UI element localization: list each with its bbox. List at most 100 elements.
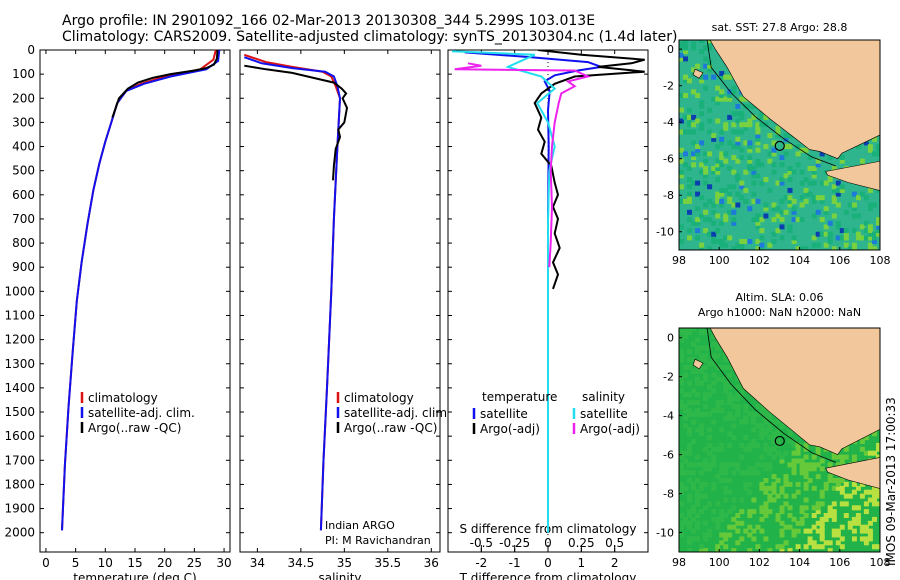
map-pixel bbox=[711, 481, 717, 487]
map-pixel bbox=[679, 481, 684, 487]
map-pixel bbox=[703, 357, 709, 363]
map-pixel bbox=[807, 191, 813, 197]
x-tick-label: 34.5 bbox=[288, 556, 315, 570]
y-tick-label: 1900 bbox=[4, 502, 35, 516]
map-pixel bbox=[703, 158, 709, 164]
map-pixel bbox=[843, 501, 849, 507]
map-pixel bbox=[683, 485, 688, 491]
map-pixel bbox=[839, 158, 845, 164]
map-pixel bbox=[803, 497, 809, 503]
map-pixel bbox=[691, 368, 697, 374]
map-pixel bbox=[831, 513, 837, 518]
map-pixel bbox=[719, 462, 725, 468]
map-pixel bbox=[707, 40, 713, 44]
map-pixel bbox=[683, 49, 688, 55]
map-pixel bbox=[851, 528, 857, 534]
map-pixel bbox=[755, 462, 761, 468]
map-pixel bbox=[739, 246, 745, 250]
map-pixel bbox=[815, 158, 821, 164]
map-x-tick-label: 106 bbox=[829, 556, 850, 569]
map-pixel bbox=[787, 224, 793, 230]
map-pixel bbox=[715, 177, 721, 182]
map-pixel bbox=[827, 509, 833, 515]
map-pixel bbox=[827, 505, 833, 511]
map-content bbox=[679, 40, 880, 250]
map-pixel bbox=[819, 544, 825, 550]
map-pixel bbox=[691, 419, 697, 425]
map-pixel bbox=[715, 524, 721, 530]
map-pixel bbox=[831, 454, 837, 460]
map-pixel bbox=[715, 345, 721, 351]
map-pixel bbox=[819, 217, 825, 223]
map-pixel bbox=[807, 466, 813, 472]
map-pixel bbox=[815, 520, 821, 526]
map-pixel bbox=[759, 528, 765, 534]
map-pixel bbox=[703, 536, 709, 542]
map-pixel bbox=[707, 231, 713, 237]
map-pixel bbox=[679, 224, 684, 230]
map-pixel bbox=[695, 497, 701, 503]
map-pixel bbox=[876, 147, 880, 153]
map-pixel bbox=[787, 524, 793, 530]
float-position-marker bbox=[774, 435, 785, 447]
map-pixel bbox=[715, 376, 721, 382]
map-pixel bbox=[851, 516, 857, 522]
map-pixel bbox=[723, 74, 729, 80]
map-pixel bbox=[739, 111, 745, 117]
map-pixel bbox=[743, 419, 749, 425]
map-pixel bbox=[811, 513, 817, 518]
map-pixel bbox=[723, 125, 729, 131]
y-tick-label: 2000 bbox=[4, 526, 35, 540]
y-tick-label: 100 bbox=[12, 67, 35, 81]
map-pixel bbox=[791, 466, 797, 472]
map-pixel bbox=[723, 365, 729, 370]
map-pixel bbox=[755, 217, 761, 223]
map-pixel bbox=[851, 246, 857, 250]
map-pixel bbox=[863, 540, 869, 546]
map-pixel bbox=[703, 166, 709, 171]
map-pixel bbox=[747, 140, 753, 146]
map-pixel bbox=[687, 536, 692, 542]
map-pixel bbox=[723, 536, 729, 542]
map-pixel bbox=[723, 384, 729, 390]
map-pixel bbox=[707, 45, 713, 51]
map-pixel bbox=[691, 470, 697, 476]
map-pixel bbox=[815, 544, 821, 550]
map-pixel bbox=[759, 111, 765, 117]
map-pixel bbox=[787, 548, 793, 552]
map-pixel bbox=[735, 396, 741, 402]
map-pixel bbox=[735, 103, 741, 109]
map-pixel bbox=[735, 540, 741, 546]
x-tick-label: 35 bbox=[337, 556, 352, 570]
map-pixel bbox=[699, 329, 705, 335]
map-pixel bbox=[699, 353, 705, 359]
map-pixel bbox=[872, 450, 877, 456]
map-pixel bbox=[787, 195, 793, 201]
map-pixel bbox=[811, 213, 817, 219]
map-pixel bbox=[683, 114, 688, 120]
map-pixel bbox=[779, 528, 785, 534]
map-pixel bbox=[727, 365, 733, 370]
map-pixel bbox=[859, 528, 865, 534]
series-line-satellite bbox=[243, 56, 342, 531]
map-y-tick-label: -8 bbox=[663, 488, 674, 501]
map-pixel bbox=[719, 74, 725, 80]
map-pixel bbox=[695, 501, 701, 507]
map-pixel bbox=[715, 198, 721, 204]
map-pixel bbox=[711, 239, 717, 244]
map-pixel bbox=[863, 450, 869, 456]
map-pixel bbox=[723, 213, 729, 219]
map-pixel bbox=[876, 224, 880, 230]
map-pixel bbox=[695, 118, 701, 124]
map-pixel bbox=[691, 341, 697, 347]
map-pixel bbox=[747, 532, 753, 538]
map-pixel bbox=[755, 173, 761, 179]
map-pixel bbox=[803, 474, 809, 480]
map-pixel bbox=[739, 470, 745, 476]
map-pixel bbox=[747, 411, 753, 417]
map-pixel bbox=[735, 513, 741, 518]
map-pixel bbox=[771, 202, 777, 208]
map-pixel bbox=[779, 180, 785, 186]
map-pixel bbox=[876, 144, 880, 150]
